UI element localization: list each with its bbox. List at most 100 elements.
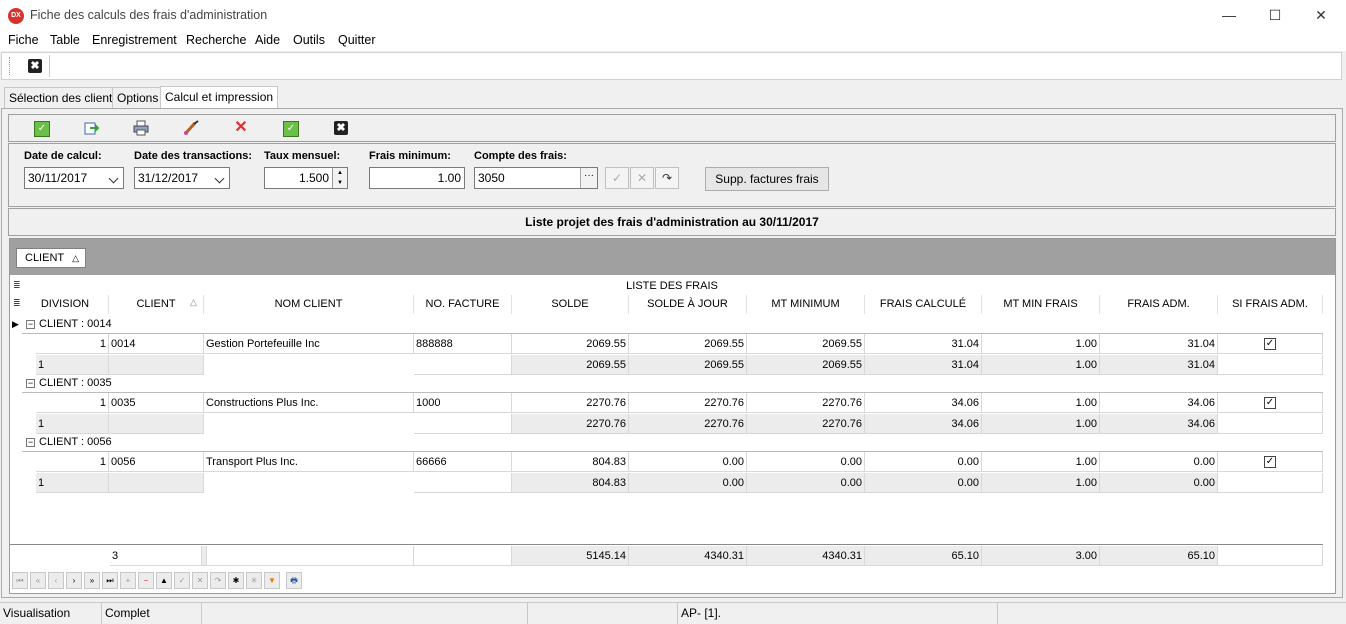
nav-post-icon[interactable]: ✓ <box>174 572 190 589</box>
nav-prior-page-icon[interactable]: « <box>30 572 46 589</box>
group-header-row[interactable]: − CLIENT : 0035 <box>10 374 1323 393</box>
cell-client[interactable]: 0014 <box>109 334 204 354</box>
cell-nom-client[interactable]: Constructions Plus Inc. <box>204 393 414 413</box>
tab-calcul-impression[interactable]: Calcul et impression <box>160 86 279 109</box>
cell-solde-a-jour[interactable]: 2270.76 <box>629 393 747 413</box>
cell-mt-minimum[interactable]: 2069.55 <box>747 334 865 354</box>
validate-icon[interactable]: ✓ <box>34 121 50 137</box>
cell-mt-minimum[interactable]: 2270.76 <box>747 393 865 413</box>
close-icon[interactable]: ✖ <box>334 121 348 135</box>
group-header-row[interactable]: ▶ − CLIENT : 0014 <box>10 315 1323 334</box>
cell-frais-adm[interactable]: 0.00 <box>1100 452 1218 472</box>
cell-solde[interactable]: 2270.76 <box>512 393 629 413</box>
cell-no-facture[interactable]: 888888 <box>414 334 512 354</box>
date-calcul-picker[interactable]: 30/11/2017 <box>24 167 124 189</box>
menu-enregistrement[interactable]: Enregistrement <box>92 33 177 47</box>
cell-frais-adm[interactable]: 31.04 <box>1100 334 1218 354</box>
cell-frais-calcule[interactable]: 0.00 <box>865 452 982 472</box>
cell-division[interactable]: 1 <box>36 334 109 354</box>
cell-solde-a-jour[interactable]: 0.00 <box>629 452 747 472</box>
collapse-icon[interactable]: − <box>26 437 35 447</box>
nav-cancel-icon[interactable]: ✕ <box>192 572 208 589</box>
collapse-icon[interactable]: − <box>26 319 35 329</box>
table-row[interactable]: 1 0035 Constructions Plus Inc. 1000 2270.76 2… <box>36 393 1346 413</box>
cell-mt-min-frais[interactable]: 1.00 <box>982 452 1100 472</box>
taux-mensuel-input[interactable]: 1.500 <box>264 167 348 189</box>
compte-lookup-button[interactable]: ··· <box>580 168 597 188</box>
frais-minimum-input[interactable]: 1.00 <box>369 167 465 189</box>
close-form-icon[interactable]: ✖ <box>28 59 42 73</box>
cell-si-frais-adm[interactable]: ✓ <box>1218 393 1323 413</box>
menu-fiche[interactable]: Fiche <box>8 33 39 47</box>
column-header-no-facture[interactable]: NO. FACTURE <box>414 295 512 314</box>
nav-first-icon[interactable]: ⏮ <box>12 572 28 589</box>
refresh-button[interactable]: ↷ <box>655 167 679 189</box>
nav-next-page-icon[interactable]: » <box>84 572 100 589</box>
nav-refresh-icon[interactable]: ↷ <box>210 572 226 589</box>
checkbox[interactable]: ✓ <box>1264 397 1276 409</box>
cell-client[interactable]: 0035 <box>109 393 204 413</box>
nav-print-icon[interactable]: 🖶 <box>286 572 302 589</box>
minimize-button[interactable]: — <box>1222 7 1236 23</box>
menu-table[interactable]: Table <box>50 33 80 47</box>
cell-solde-a-jour[interactable]: 2069.55 <box>629 334 747 354</box>
nav-filter-custom-icon[interactable]: ✳ <box>246 572 262 589</box>
column-menu-icon[interactable]: ≣ <box>13 298 21 308</box>
cell-solde[interactable]: 804.83 <box>512 452 629 472</box>
supp-factures-frais-button[interactable]: Supp. factures frais <box>705 167 829 191</box>
compte-frais-input[interactable]: 3050 <box>474 167 598 189</box>
column-header-mt-min-frais[interactable]: MT MIN FRAIS <box>982 295 1100 314</box>
cell-nom-client[interactable]: Gestion Portefeuille Inc <box>204 334 414 354</box>
cell-division[interactable]: 1 <box>36 393 109 413</box>
nav-delete-icon[interactable]: − <box>138 572 154 589</box>
cell-si-frais-adm[interactable]: ✓ <box>1218 334 1323 354</box>
tab-selection-clients[interactable]: Sélection des clients <box>4 87 124 108</box>
cell-solde[interactable]: 2069.55 <box>512 334 629 354</box>
tab-options[interactable]: Options <box>112 87 164 108</box>
menu-recherche[interactable]: Recherche <box>186 33 247 47</box>
column-header-nom-client[interactable]: NOM CLIENT <box>204 295 414 314</box>
cell-division[interactable]: 1 <box>36 452 109 472</box>
nav-apply-filter-icon[interactable]: ✱ <box>228 572 244 589</box>
confirm-icon[interactable]: ✓ <box>283 121 299 137</box>
column-header-frais-calcule[interactable]: FRAIS CALCULÉ <box>865 295 982 314</box>
table-row[interactable]: 1 0056 Transport Plus Inc. 66666 804.83 0.00 0… <box>36 452 1346 472</box>
print-icon[interactable] <box>133 120 149 136</box>
close-button[interactable]: ✕ <box>1315 7 1327 23</box>
cell-nom-client[interactable]: Transport Plus Inc. <box>204 452 414 472</box>
edit-brush-icon[interactable] <box>183 120 199 136</box>
menu-outils[interactable]: Outils <box>293 33 325 47</box>
cell-frais-calcule[interactable]: 31.04 <box>865 334 982 354</box>
date-transactions-picker[interactable]: 31/12/2017 <box>134 167 230 189</box>
menu-quitter[interactable]: Quitter <box>338 33 376 47</box>
nav-edit-icon[interactable]: ▲ <box>156 572 172 589</box>
nav-filter-icon[interactable]: ▼ <box>264 572 280 589</box>
nav-prior-icon[interactable]: ‹ <box>48 572 64 589</box>
cell-no-facture[interactable]: 66666 <box>414 452 512 472</box>
column-header-client[interactable]: CLIENT <box>109 295 204 314</box>
cell-mt-minimum[interactable]: 0.00 <box>747 452 865 472</box>
group-chip-client[interactable]: CLIENT △ <box>16 248 86 268</box>
column-header-solde[interactable]: SOLDE <box>512 295 629 314</box>
table-row[interactable]: 1 0014 Gestion Portefeuille Inc 888888 2069.… <box>36 334 1346 354</box>
taux-spinner[interactable]: ▲ ▼ <box>332 168 347 188</box>
group-header-row[interactable]: − CLIENT : 0056 <box>10 433 1323 452</box>
column-header-division[interactable]: DIVISION <box>22 295 109 314</box>
maximize-button[interactable]: ☐ <box>1268 7 1282 23</box>
post-check-button[interactable]: ✓ <box>605 167 629 189</box>
export-icon[interactable] <box>84 120 100 136</box>
cell-frais-adm[interactable]: 34.06 <box>1100 393 1218 413</box>
toolbar-grip[interactable] <box>9 57 11 75</box>
nav-last-icon[interactable]: ⏭ <box>102 572 118 589</box>
column-header-mt-minimum[interactable]: MT MINIMUM <box>747 295 865 314</box>
cell-si-frais-adm[interactable]: ✓ <box>1218 452 1323 472</box>
cell-mt-min-frais[interactable]: 1.00 <box>982 334 1100 354</box>
delete-icon[interactable]: ✕ <box>234 119 248 136</box>
nav-insert-icon[interactable]: + <box>120 572 136 589</box>
column-header-frais-adm[interactable]: FRAIS ADM. <box>1100 295 1218 314</box>
cell-frais-calcule[interactable]: 34.06 <box>865 393 982 413</box>
band-menu-icon[interactable]: ≣ <box>13 280 21 290</box>
checkbox[interactable]: ✓ <box>1264 338 1276 350</box>
collapse-icon[interactable]: − <box>26 378 35 388</box>
column-header-si-frais-adm[interactable]: SI FRAIS ADM. <box>1218 295 1323 314</box>
